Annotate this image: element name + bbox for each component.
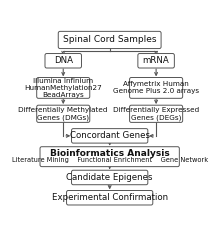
Text: Differentially Expressed
Genes (DEGs): Differentially Expressed Genes (DEGs) xyxy=(113,107,199,121)
Text: Affymetrix Human
Genome Plus 2.0 arrays: Affymetrix Human Genome Plus 2.0 arrays xyxy=(113,81,199,94)
FancyBboxPatch shape xyxy=(71,129,148,143)
Text: Literature Mining    Functional Enrichment    Gene Network: Literature Mining Functional Enrichment … xyxy=(12,157,208,163)
Text: Illumina Infinium
HumanMethylation27
BeadArrays: Illumina Infinium HumanMethylation27 Bea… xyxy=(24,78,102,98)
FancyBboxPatch shape xyxy=(129,105,183,122)
FancyBboxPatch shape xyxy=(138,54,174,68)
Text: Candidate Epigenes: Candidate Epigenes xyxy=(66,173,153,182)
FancyBboxPatch shape xyxy=(67,191,153,205)
Text: Differentially Methylated
Genes (DMGs): Differentially Methylated Genes (DMGs) xyxy=(18,107,108,121)
Text: Experimental Confirmation: Experimental Confirmation xyxy=(52,193,168,202)
Text: Concordant Genes: Concordant Genes xyxy=(70,131,150,140)
FancyBboxPatch shape xyxy=(58,31,161,49)
FancyBboxPatch shape xyxy=(37,105,90,122)
FancyBboxPatch shape xyxy=(40,147,179,167)
FancyBboxPatch shape xyxy=(45,54,82,68)
FancyBboxPatch shape xyxy=(71,170,148,185)
Text: DNA: DNA xyxy=(54,56,73,65)
Text: Spinal Cord Samples: Spinal Cord Samples xyxy=(63,35,156,44)
Text: Bioinformatics Analysis: Bioinformatics Analysis xyxy=(50,149,169,158)
FancyBboxPatch shape xyxy=(37,78,90,98)
Text: mRNA: mRNA xyxy=(143,56,169,65)
FancyBboxPatch shape xyxy=(129,78,183,98)
